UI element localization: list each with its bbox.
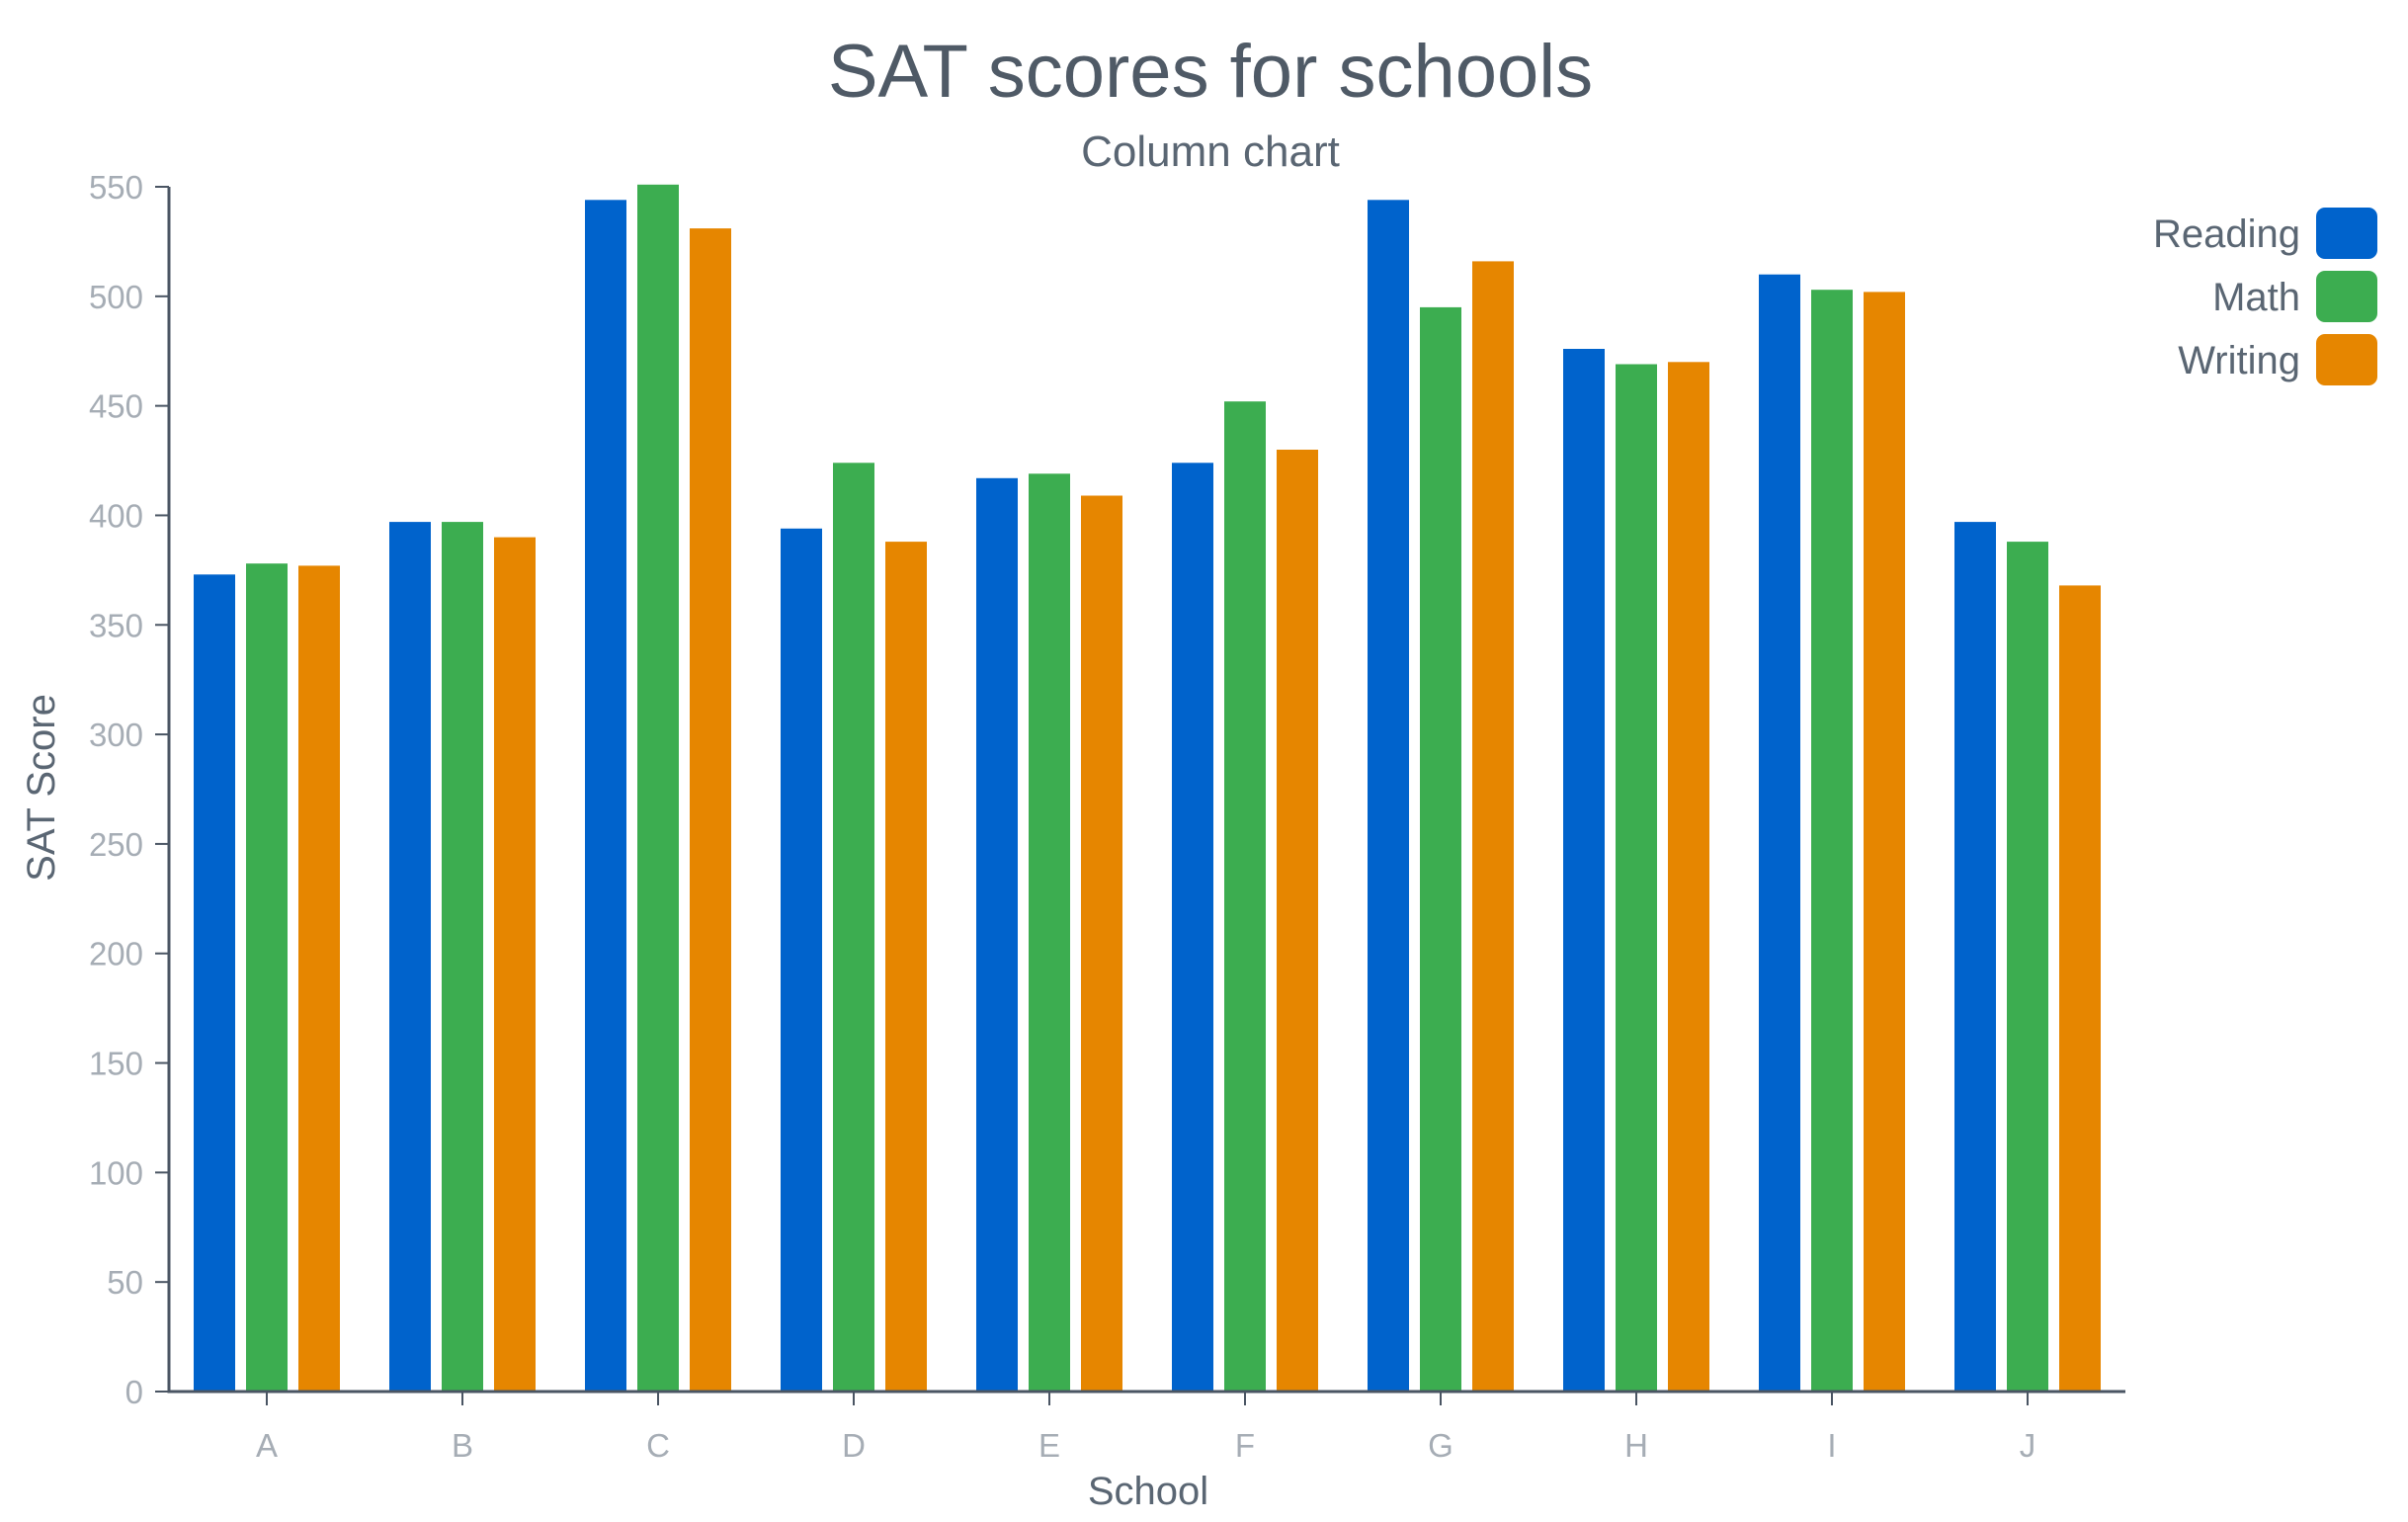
y-tick-label: 50 [107, 1264, 143, 1301]
bar-writing-i [1864, 292, 1905, 1392]
bar-writing-b [494, 537, 536, 1392]
bar-math-e [1029, 473, 1070, 1392]
bar-writing-f [1277, 450, 1318, 1392]
legend-label-writing: Writing [2178, 339, 2300, 382]
bar-math-b [442, 522, 483, 1392]
bar-writing-e [1081, 495, 1122, 1392]
bar-math-c [637, 184, 679, 1392]
y-tick-label: 400 [89, 497, 143, 534]
bar-writing-d [885, 542, 927, 1392]
y-tick-label: 500 [89, 279, 143, 315]
bar-group [194, 184, 2101, 1393]
x-tick-label: H [1624, 1427, 1648, 1464]
y-tick-label: 250 [89, 826, 143, 863]
y-axis: 0 50 100 150 200 250 300 350 400 450 500 550 [89, 169, 171, 1410]
legend: Reading Math Writing [2153, 208, 2377, 385]
bar-reading-j [1954, 522, 1996, 1392]
y-tick-label: 150 [89, 1046, 143, 1082]
bar-writing-j [2059, 585, 2101, 1392]
x-tick-label: B [452, 1427, 473, 1464]
bar-reading-d [781, 528, 822, 1392]
bar-reading-b [389, 522, 431, 1392]
bar-math-g [1420, 306, 1461, 1392]
x-tick-label: C [646, 1427, 670, 1464]
y-tick-label: 350 [89, 607, 143, 643]
bar-reading-a [194, 574, 235, 1392]
bar-writing-g [1472, 261, 1514, 1392]
legend-label-math: Math [2212, 276, 2300, 319]
x-axis: A B C D E F G H I J [167, 1390, 2125, 1464]
chart-subtitle: Column chart [1081, 127, 1340, 176]
legend-swatch-math [2316, 271, 2377, 322]
y-tick-label: 0 [125, 1374, 143, 1410]
y-axis-title: SAT Score [20, 694, 63, 882]
x-tick-label: E [1038, 1427, 1060, 1464]
bar-math-f [1224, 401, 1266, 1392]
bar-reading-e [976, 477, 1018, 1392]
x-tick-label: I [1827, 1427, 1836, 1464]
bar-math-a [246, 563, 288, 1392]
x-tick-label: D [842, 1427, 866, 1464]
bar-reading-i [1759, 274, 1800, 1393]
bar-math-i [1811, 290, 1853, 1393]
legend-swatch-reading [2316, 208, 2377, 259]
bar-writing-h [1668, 362, 1709, 1392]
y-tick-label: 100 [89, 1154, 143, 1191]
bar-writing-a [298, 565, 340, 1392]
bar-math-j [2007, 542, 2048, 1392]
bar-math-h [1616, 364, 1657, 1392]
chart-title: SAT scores for schools [828, 30, 1593, 114]
legend-label-reading: Reading [2153, 212, 2300, 256]
y-tick-label: 200 [89, 936, 143, 972]
bar-reading-h [1563, 349, 1605, 1392]
bar-math-d [833, 463, 874, 1392]
x-tick-label: A [256, 1427, 278, 1464]
x-tick-label: J [2020, 1427, 2036, 1464]
legend-swatch-writing [2316, 334, 2377, 385]
bar-reading-g [1368, 200, 1409, 1392]
y-tick-label: 300 [89, 717, 143, 753]
bar-reading-c [585, 200, 626, 1392]
bar-reading-f [1172, 463, 1213, 1392]
bar-writing-c [690, 228, 731, 1393]
x-tick-label: G [1428, 1427, 1453, 1464]
x-axis-title: School [1088, 1470, 1208, 1513]
y-tick-label: 550 [89, 169, 143, 206]
x-tick-label: F [1235, 1427, 1255, 1464]
y-tick-label: 450 [89, 388, 143, 425]
